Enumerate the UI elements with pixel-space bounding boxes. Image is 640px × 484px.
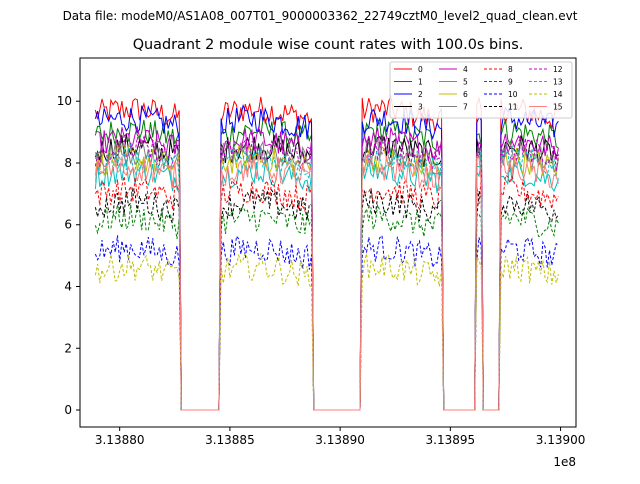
series-line-7 [94, 138, 559, 411]
series-line-8 [94, 174, 559, 411]
legend-label-7: 7 [463, 103, 468, 112]
series-line-10 [94, 234, 559, 411]
x-tick-label: 3.13885 [205, 433, 255, 447]
legend-label-1: 1 [418, 78, 423, 87]
y-tick-label: 8 [64, 156, 72, 170]
chart-title: Quadrant 2 module wise count rates with … [133, 37, 524, 53]
axes-frame [79, 57, 577, 428]
y-axis: 0 2 4 6 8 10 [57, 94, 80, 417]
series-line-15 [94, 154, 559, 411]
legend-label-5: 5 [463, 78, 468, 87]
legend-label-8: 8 [508, 65, 513, 74]
y-tick-label: 0 [64, 403, 72, 417]
legend-box [389, 61, 573, 119]
y-tick-label: 2 [64, 341, 72, 355]
series-line-9 [94, 204, 559, 411]
y-tick-label: 6 [64, 218, 72, 232]
legend-label-0: 0 [418, 65, 423, 74]
series-line-14 [94, 251, 559, 411]
legend-label-11: 11 [508, 103, 518, 112]
series-line-6 [94, 144, 559, 411]
x-axis: 3.13880 3.13885 3.13890 3.13895 3.13900 [95, 427, 586, 447]
x-tick-label: 3.13880 [95, 433, 145, 447]
y-tick-label: 4 [64, 280, 72, 294]
y-tick-label: 10 [57, 94, 72, 108]
x-tick-label: 3.13895 [426, 433, 476, 447]
legend-label-12: 12 [553, 65, 563, 74]
plot-area [94, 94, 559, 411]
legend-label-13: 13 [553, 78, 563, 87]
legend-label-10: 10 [508, 90, 518, 99]
figure-suptitle: Data file: modeM0/AS1A08_007T01_90000033… [63, 9, 578, 23]
series-line-3 [94, 133, 559, 411]
legend-label-4: 4 [463, 65, 468, 74]
x-offset-label: 1e8 [553, 455, 576, 469]
series-line-0 [94, 94, 559, 411]
legend-label-9: 9 [508, 78, 513, 87]
x-tick-label: 3.13890 [315, 433, 365, 447]
series-line-5 [94, 157, 559, 411]
x-tick-label: 3.13900 [536, 433, 586, 447]
series-line-13 [94, 143, 559, 411]
legend-label-15: 15 [553, 103, 563, 112]
legend-label-2: 2 [418, 90, 423, 99]
series-line-12 [94, 134, 559, 411]
legend-label-6: 6 [463, 90, 468, 99]
legend-label-3: 3 [418, 103, 423, 112]
legend-label-14: 14 [553, 90, 563, 99]
